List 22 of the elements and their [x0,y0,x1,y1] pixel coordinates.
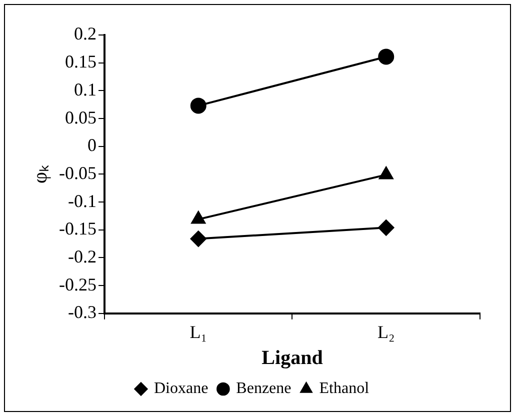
point [190,98,206,114]
legend-label: Benzene [236,380,292,398]
x-tick-label: L₂ [377,322,395,342]
x-tick-label: L₁ [190,322,208,342]
y-tick-label: -0.05 [58,162,96,183]
point [190,230,206,247]
y-axis-title: φₖ [29,164,52,184]
legend-label: Dioxane [154,380,208,398]
point [378,48,394,65]
y-tick-label: -0.1 [68,190,96,211]
point [378,220,394,236]
y-tick-label: -0.15 [58,218,96,239]
y-tick-label: -0.3 [68,302,96,322]
x-axis-title: Ligand [262,347,323,370]
y-tick-label: -0.25 [58,274,96,294]
y-tick-label: 0.2 [74,24,96,44]
y-tick-label: -0.2 [68,246,96,266]
y-tick-label: 0.1 [74,79,96,100]
legend-label: Ethanol [319,380,370,398]
y-tick-label: 0.15 [64,52,96,72]
y-tick-label: 0 [87,135,96,156]
y-tick-label: 0.05 [64,107,96,128]
